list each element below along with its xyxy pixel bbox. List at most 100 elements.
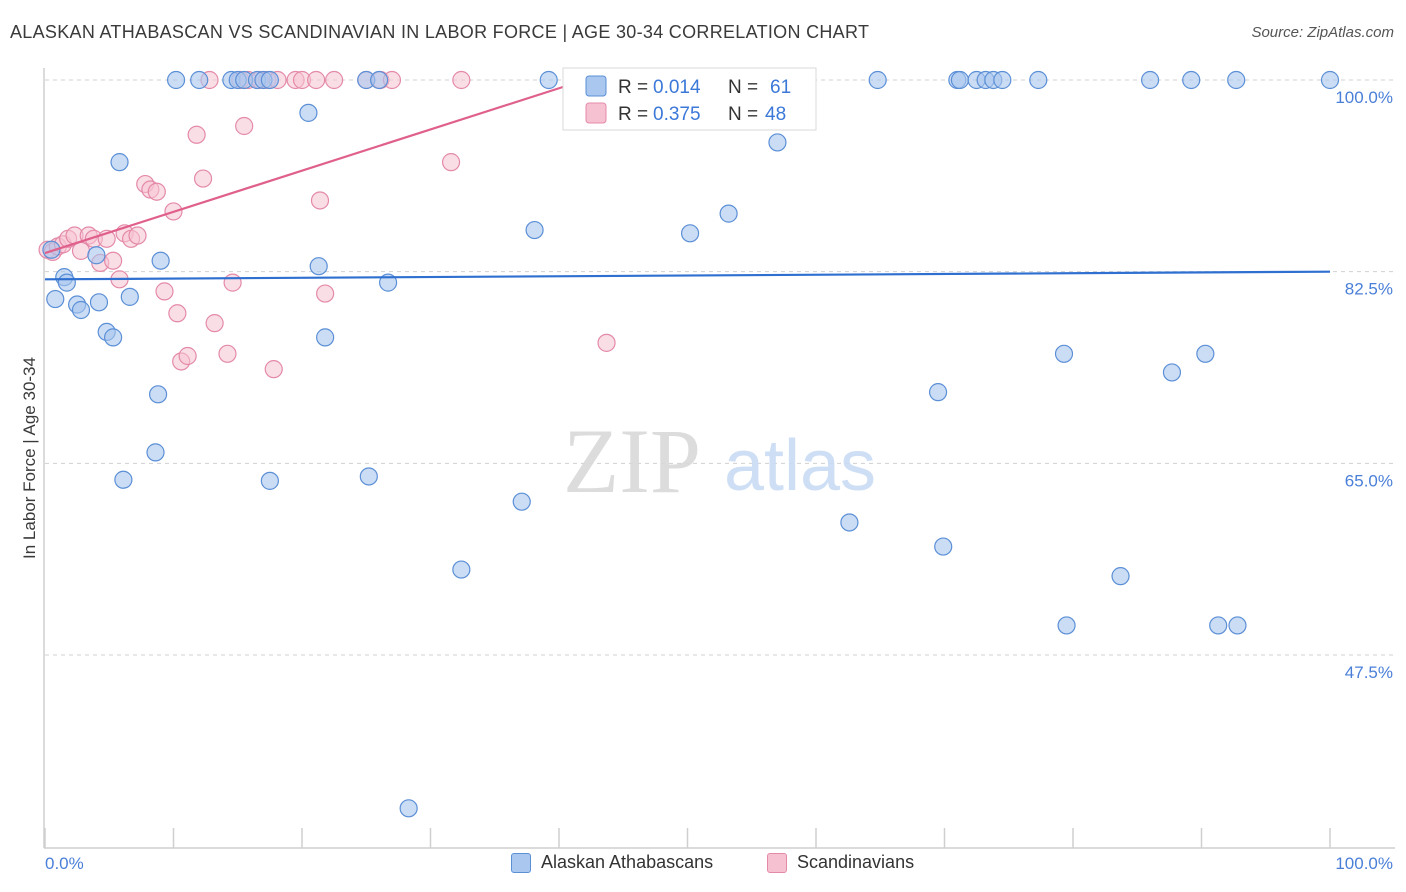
data-point-athabascan — [1209, 616, 1228, 635]
data-point-athabascan — [316, 328, 335, 347]
data-point-scandinavian — [128, 226, 147, 245]
data-point-athabascan — [260, 471, 279, 490]
legend-n-value-1: 61 — [770, 77, 791, 98]
data-point-athabascan — [89, 293, 109, 312]
data-point-scandinavian — [147, 182, 166, 201]
data-point-athabascan — [539, 70, 558, 90]
data-point-scandinavian — [71, 241, 91, 260]
data-point-athabascan — [1140, 70, 1160, 90]
legend-n-value-2: 48 — [765, 104, 786, 125]
data-point-scandinavian — [155, 282, 174, 301]
x-tick-label: 0.0% — [45, 854, 84, 873]
tick-labels: 47.5% 65.0% 82.5% 100.0% 0.0% 100.0% — [45, 88, 1393, 873]
data-point-athabascan — [71, 300, 91, 320]
bottom-legend-item-scandinavians: Scandinavians — [767, 852, 914, 873]
data-point-athabascan — [1057, 616, 1076, 635]
data-point-athabascan — [1162, 363, 1182, 382]
source-label: Source: ZipAtlas.com — [1251, 24, 1394, 41]
data-point-athabascan — [299, 103, 318, 122]
data-point-athabascan — [120, 287, 139, 306]
trend-lines — [44, 78, 1331, 281]
legend-r-label-2: R = — [618, 104, 648, 125]
data-point-athabascan — [452, 560, 471, 579]
data-point-athabascan — [166, 70, 186, 90]
data-point-scandinavian — [597, 333, 616, 352]
data-point-athabascan — [370, 70, 389, 90]
legend-r-label-1: R = — [618, 77, 648, 98]
chart-title: ALASKAN ATHABASCAN VS SCANDINAVIAN IN LA… — [10, 22, 870, 42]
axes — [43, 68, 1395, 849]
data-point-athabascan — [525, 220, 544, 240]
data-point-athabascan — [680, 224, 700, 243]
data-point-scandinavian — [187, 125, 206, 144]
data-point-athabascan — [868, 70, 887, 90]
data-point-scandinavian — [235, 116, 254, 136]
data-point-athabascan — [950, 70, 970, 90]
data-point-scandinavian — [264, 360, 283, 379]
data-point-athabascan — [42, 240, 61, 259]
legend-swatch-pink — [585, 102, 607, 124]
legend-swatch-blue — [585, 75, 607, 97]
legend-n-label-1: N = — [728, 77, 758, 98]
data-point-scandinavian — [193, 169, 213, 188]
data-point-athabascan — [1227, 70, 1246, 90]
data-point-athabascan — [1182, 70, 1201, 90]
data-point-scandinavian — [205, 314, 224, 333]
watermark-atlas: atlas — [724, 426, 876, 506]
data-point-athabascan — [104, 328, 123, 347]
data-point-scandinavian — [325, 70, 344, 90]
bottom-legend-label-scandinavians: Scandinavians — [797, 852, 915, 872]
data-point-athabascan — [114, 470, 133, 489]
data-point-scandinavian — [168, 304, 187, 323]
trend-line-athabascans — [44, 270, 1331, 281]
data-point-scandinavian — [218, 344, 237, 363]
data-point-athabascan — [260, 70, 279, 90]
y-tick-label: 82.5% — [1345, 280, 1393, 299]
bottom-legend-swatch-pink — [767, 852, 787, 873]
data-point-athabascan — [1029, 70, 1048, 90]
data-point-athabascan — [359, 467, 378, 486]
y-tick-label: 65.0% — [1345, 471, 1393, 490]
bottom-legend-item-athabascans: Alaskan Athabascans — [511, 852, 713, 873]
data-point-athabascan — [57, 273, 76, 292]
data-point-scandinavian — [223, 273, 242, 292]
watermark: ZIP atlas — [563, 410, 876, 512]
data-point-athabascan — [840, 513, 859, 532]
data-point-athabascan — [1054, 344, 1074, 363]
data-point-athabascan — [146, 443, 165, 462]
legend-r-value-2: 0.375 — [653, 104, 701, 125]
data-point-athabascan — [719, 204, 738, 223]
data-point-athabascan — [1111, 567, 1130, 586]
grid-lines — [45, 79, 1395, 656]
data-point-athabascan — [768, 133, 787, 152]
data-point-scandinavian — [307, 70, 326, 90]
series-alaskan-athabascans — [42, 70, 1340, 818]
bottom-legend-label-athabascans: Alaskan Athabascans — [541, 852, 714, 872]
watermark-zip: ZIP — [563, 410, 701, 512]
data-point-athabascan — [148, 385, 168, 404]
data-point-scandinavian — [452, 70, 471, 90]
data-point-athabascan — [928, 383, 948, 402]
data-point-athabascan — [190, 70, 209, 90]
bottom-legend-swatch-blue — [511, 852, 531, 873]
y-tick-label: 47.5% — [1345, 663, 1393, 682]
data-point-athabascan — [993, 70, 1012, 90]
data-point-scandinavian — [316, 284, 335, 303]
data-point-athabascan — [151, 251, 170, 270]
data-point-scandinavian — [310, 191, 330, 210]
data-point-athabascan — [1196, 344, 1215, 363]
y-tick-label: 100.0% — [1335, 88, 1393, 107]
data-point-athabascan — [46, 289, 65, 309]
data-point-scandinavian — [104, 251, 123, 270]
legend-r-value-1: 0.014 — [653, 77, 701, 98]
data-point-scandinavian — [441, 153, 461, 172]
data-point-athabascan — [1320, 70, 1340, 90]
data-point-athabascan — [399, 799, 418, 818]
legend-box: R = 0.014 N = 61 R = 0.375 N = 48 — [562, 67, 817, 131]
data-point-athabascan — [934, 537, 953, 556]
trend-line-scandinavians — [44, 78, 586, 255]
data-point-athabascan — [309, 257, 328, 276]
legend-n-label-2: N = — [728, 104, 758, 125]
data-point-athabascan — [87, 246, 106, 265]
